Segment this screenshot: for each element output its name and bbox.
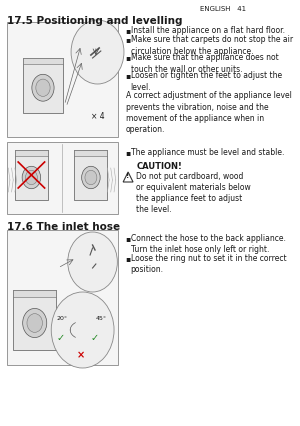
Text: Connect the hose to the back appliance.
Turn the inlet hose only left or right.: Connect the hose to the back appliance. …: [130, 234, 285, 254]
FancyBboxPatch shape: [15, 150, 48, 200]
Text: ▪: ▪: [126, 54, 131, 63]
Circle shape: [68, 232, 117, 292]
Circle shape: [82, 166, 100, 189]
Text: CAUTION!: CAUTION!: [136, 162, 182, 171]
Text: Make sure that carpets do not stop the air
circulation below the appliance.: Make sure that carpets do not stop the a…: [130, 35, 293, 56]
Polygon shape: [123, 172, 133, 182]
Circle shape: [26, 170, 38, 185]
Text: Make sure that the appliance does not
touch the wall or other units.: Make sure that the appliance does not to…: [130, 54, 278, 74]
Text: × 4: × 4: [91, 112, 104, 121]
Text: ▪: ▪: [126, 26, 131, 35]
Text: ▪: ▪: [126, 35, 131, 44]
Text: 17.5 Positioning and levelling: 17.5 Positioning and levelling: [7, 16, 182, 26]
Circle shape: [22, 166, 41, 189]
Text: !: !: [127, 173, 130, 179]
Circle shape: [27, 314, 42, 332]
Text: 45°: 45°: [95, 316, 106, 320]
Text: A correct adjustment of the appliance level
prevents the vibration, noise and th: A correct adjustment of the appliance le…: [126, 92, 292, 134]
Text: 17.6 The inlet hose: 17.6 The inlet hose: [7, 222, 120, 232]
Circle shape: [85, 170, 97, 185]
FancyBboxPatch shape: [23, 58, 63, 112]
Text: 20°: 20°: [56, 316, 68, 320]
Text: ▪: ▪: [126, 148, 131, 157]
Text: Do not put cardboard, wood
or equivalent materials below
the appliance feet to a: Do not put cardboard, wood or equivalent…: [136, 172, 251, 214]
FancyBboxPatch shape: [7, 22, 118, 137]
FancyBboxPatch shape: [7, 142, 118, 214]
Text: ×: ×: [77, 350, 85, 360]
Circle shape: [36, 79, 50, 96]
Text: ✓: ✓: [56, 333, 64, 343]
Circle shape: [51, 292, 114, 368]
Circle shape: [71, 20, 124, 84]
FancyBboxPatch shape: [13, 290, 56, 297]
Text: The appliance must be level and stable.: The appliance must be level and stable.: [130, 148, 284, 157]
Text: ▪: ▪: [126, 234, 131, 243]
Text: Loose the ring nut to set it in the correct
position.: Loose the ring nut to set it in the corr…: [130, 254, 286, 274]
Text: ▪: ▪: [126, 72, 131, 81]
Circle shape: [23, 308, 47, 337]
Text: Loosen or tighten the feet to adjust the
level.: Loosen or tighten the feet to adjust the…: [130, 72, 282, 92]
FancyBboxPatch shape: [13, 290, 56, 350]
FancyBboxPatch shape: [23, 58, 63, 64]
FancyBboxPatch shape: [74, 150, 107, 200]
Text: ENGLISH   41: ENGLISH 41: [200, 6, 246, 12]
FancyBboxPatch shape: [7, 230, 118, 365]
Text: Install the appliance on a flat hard floor.: Install the appliance on a flat hard flo…: [130, 26, 285, 35]
Text: ✓: ✓: [91, 333, 99, 343]
Circle shape: [32, 74, 54, 101]
Text: ▪: ▪: [126, 254, 131, 263]
FancyBboxPatch shape: [74, 150, 107, 156]
FancyBboxPatch shape: [15, 150, 48, 156]
